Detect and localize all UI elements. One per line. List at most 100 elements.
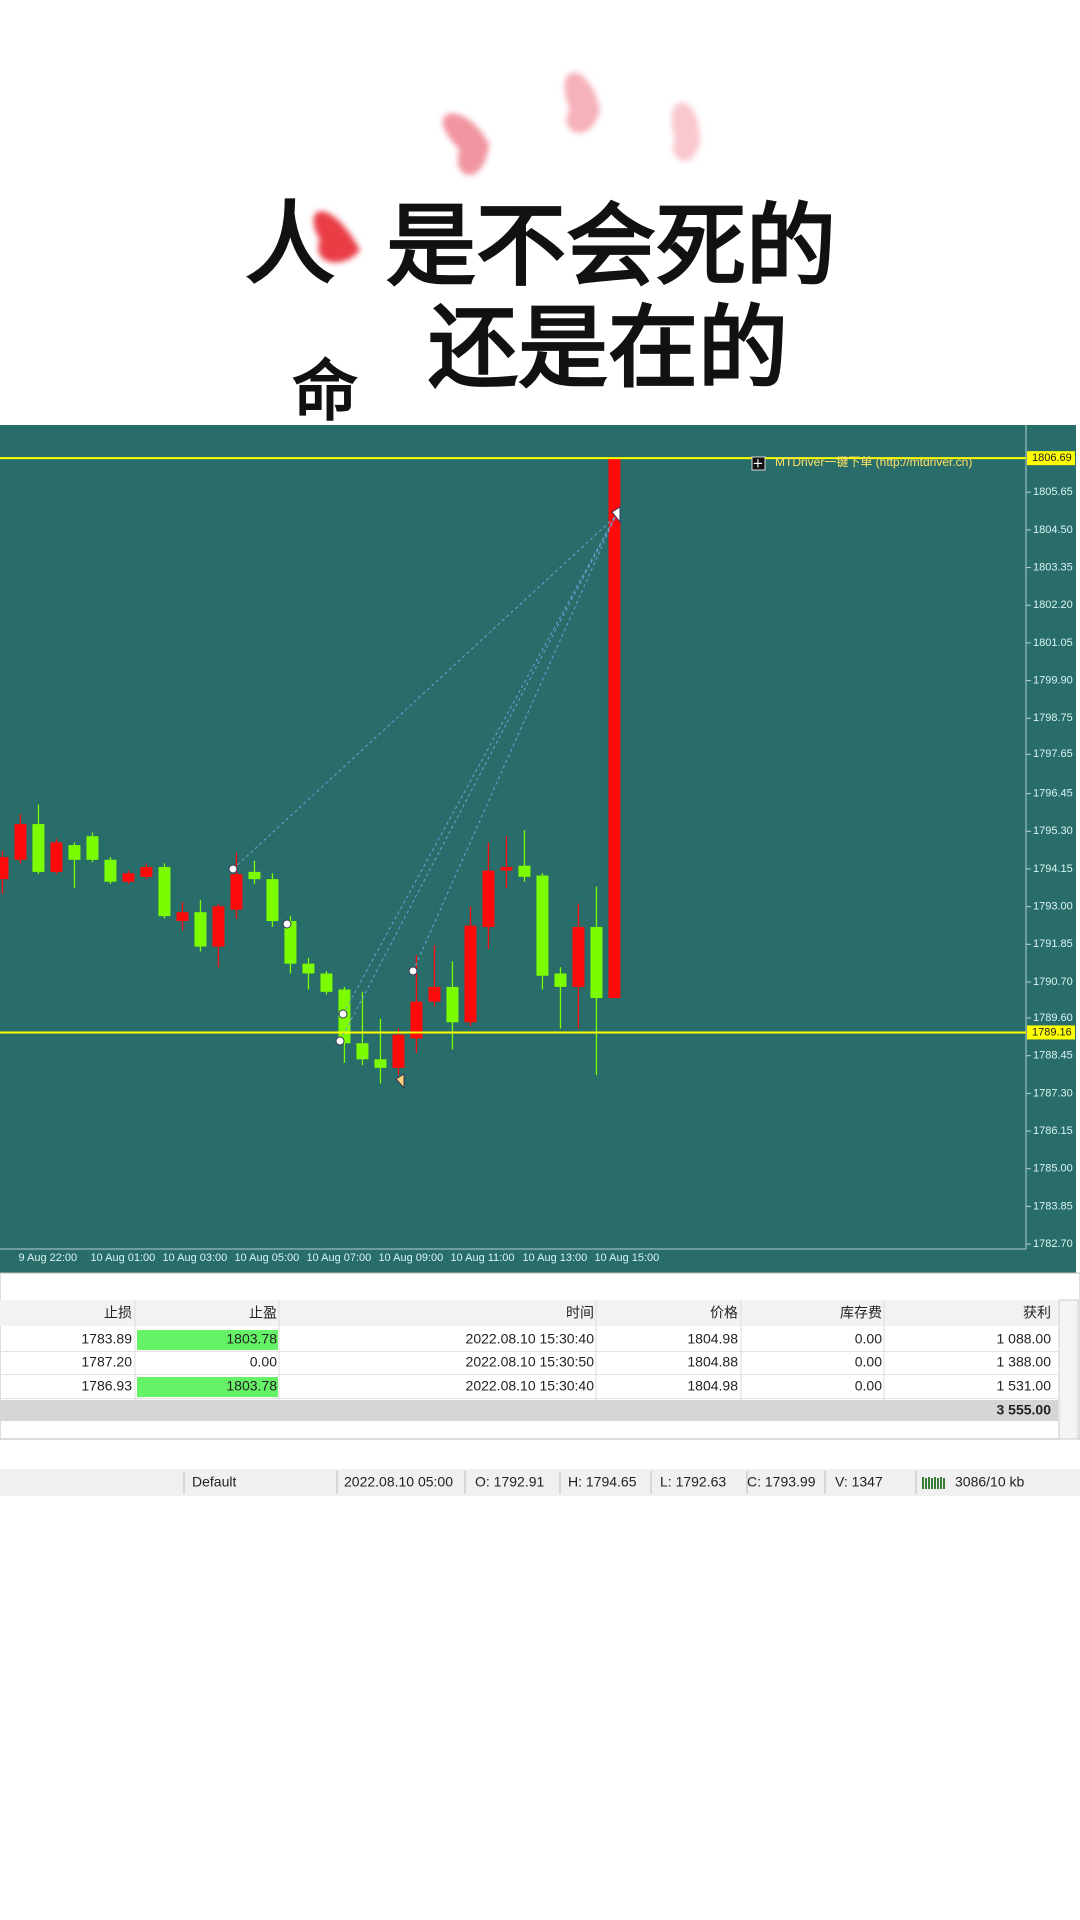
signal-bar — [940, 1477, 942, 1489]
candle-body — [194, 912, 207, 947]
y-tick-label: 1788.45 — [1033, 1050, 1073, 1062]
price-label: 1806.69 — [1032, 452, 1072, 464]
candle-body — [266, 879, 279, 922]
signal-bar — [922, 1477, 924, 1489]
table-cell: 1783.89 — [81, 1331, 132, 1347]
trade-lines — [232, 516, 616, 1042]
table-cell: 1804.98 — [687, 1378, 738, 1394]
candle-body — [50, 842, 63, 872]
candle-body — [230, 874, 243, 910]
annotation-icon-plus: + — [753, 457, 764, 472]
table-cell: 1 531.00 — [997, 1378, 1052, 1394]
status-item: Default — [192, 1474, 236, 1490]
y-tick-label: 1802.20 — [1033, 599, 1073, 611]
status-item: V: 1347 — [835, 1474, 883, 1490]
y-tick-label: 1797.65 — [1033, 748, 1073, 760]
overlay-text: 命 — [292, 353, 358, 430]
table-header: 时间 — [566, 1305, 594, 1321]
candle-body — [482, 870, 495, 927]
table: 止损 止盈 时间 价格 库存费 获利 1783.89 1803.78 2022.08.10 15… — [0, 1300, 1058, 1418]
candle-body — [14, 824, 27, 860]
table-total-bg — [0, 1400, 1058, 1421]
candle-body — [248, 871, 261, 880]
x-tick-label: 10 Aug 07:00 — [306, 1252, 371, 1264]
candle-body — [572, 926, 585, 987]
table-header: 止盈 — [249, 1305, 277, 1321]
candle-body — [554, 973, 567, 987]
y-tick-label: 1791.85 — [1033, 938, 1073, 950]
y-tick-label: 1789.60 — [1033, 1012, 1073, 1024]
signal-bar — [931, 1478, 933, 1489]
candle-body — [212, 906, 225, 947]
candle-body — [320, 973, 333, 992]
table-cell: 0.00 — [855, 1378, 882, 1394]
candle-body — [374, 1059, 387, 1068]
table-header: 价格 — [710, 1305, 738, 1321]
x-tick-label: 10 Aug 11:00 — [450, 1252, 514, 1264]
table-total: 3 555.00 — [997, 1402, 1052, 1418]
table-cell: 1786.93 — [81, 1378, 132, 1394]
table-cell: 1 088.00 — [997, 1331, 1052, 1347]
price-label: 1789.16 — [1032, 1026, 1072, 1038]
x-tick-label: 10 Aug 15:00 — [594, 1252, 659, 1264]
y-tick-label: 1782.70 — [1033, 1238, 1073, 1250]
table-cell: 0.00 — [250, 1354, 277, 1370]
candle-body — [122, 873, 135, 882]
status-item: C: 1793.99 — [747, 1474, 816, 1490]
price-label-bg — [1027, 451, 1075, 466]
take-profit-highlight — [137, 1377, 278, 1397]
candle-body — [446, 986, 459, 1023]
candle-body — [410, 1001, 423, 1039]
hearts — [313, 72, 700, 263]
candle-body — [428, 986, 441, 1002]
candle-body — [0, 857, 9, 880]
y-tick-label: 1787.30 — [1033, 1087, 1073, 1099]
candle-body — [518, 865, 531, 877]
annotation-icon — [751, 456, 766, 471]
y-tick-label: 1801.05 — [1033, 637, 1073, 649]
candle-body — [356, 1043, 369, 1060]
status-item: 3086/10 kb — [955, 1474, 1024, 1490]
y-tick-label: 1793.00 — [1033, 901, 1073, 913]
candle-body — [140, 867, 153, 877]
x-tick-label: 10 Aug 09:00 — [378, 1252, 443, 1264]
status-item: O: 1792.91 — [475, 1474, 544, 1490]
candle-body — [32, 824, 45, 872]
plot: 1805.65 1804.50 1803.35 1802.20 1801.05 1799.… — [0, 451, 1075, 1264]
candle-body — [284, 921, 297, 964]
candle-body — [86, 836, 99, 860]
price-label-bg — [1027, 1025, 1075, 1040]
x-tick-label: 10 Aug 03:00 — [162, 1252, 227, 1264]
status-item: 2022.08.10 05:00 — [344, 1474, 453, 1490]
signal-bar — [928, 1477, 930, 1489]
candle-body — [608, 458, 621, 999]
status-bar — [0, 1469, 1080, 1496]
status-item: H: 1794.65 — [568, 1474, 637, 1490]
table-cell: 1787.20 — [81, 1354, 132, 1370]
take-profit-highlight — [137, 1330, 278, 1350]
status-item: L: 1792.63 — [660, 1474, 726, 1490]
x-tick-label: 10 Aug 01:00 — [90, 1252, 155, 1264]
table-cell: 1804.98 — [687, 1331, 738, 1347]
candle-body — [176, 912, 189, 922]
y-tick-label: 1805.65 — [1033, 486, 1073, 498]
table-cell: 1 388.00 — [997, 1354, 1052, 1370]
trade-markers — [228, 506, 621, 1090]
table-cell: 1803.78 — [226, 1331, 277, 1347]
candle-body — [302, 963, 315, 974]
status-items: Default 2022.08.10 05:00 O: 1792.91 H: 1794… — [183, 1471, 1024, 1494]
y-tick-label: 1799.90 — [1033, 674, 1073, 686]
y-tick-label: 1786.15 — [1033, 1125, 1073, 1137]
candle-body — [68, 845, 81, 860]
table-cell: 2022.08.10 15:30:40 — [466, 1378, 595, 1394]
signal-bar — [934, 1477, 936, 1489]
table-header-bg — [0, 1300, 1058, 1326]
scrollbar[interactable] — [1058, 1299, 1079, 1440]
overlay-text: 人 — [245, 192, 335, 297]
y-tick-label: 1783.85 — [1033, 1200, 1073, 1212]
table-cell: 2022.08.10 15:30:50 — [466, 1354, 595, 1370]
x-tick-label: 10 Aug 05:00 — [234, 1252, 299, 1264]
y-tick-label: 1785.00 — [1033, 1163, 1073, 1175]
